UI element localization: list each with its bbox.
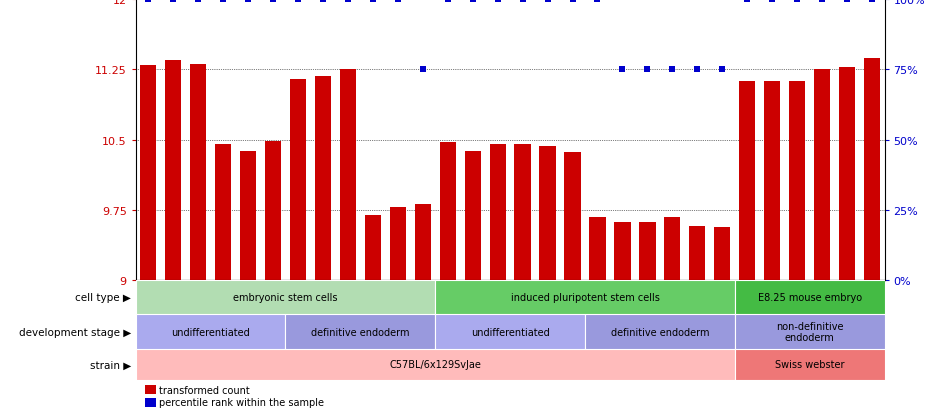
Text: non-definitive
endoderm: non-definitive endoderm	[776, 321, 843, 342]
Text: undifferentiated: undifferentiated	[471, 327, 549, 337]
Text: Swiss webster: Swiss webster	[775, 359, 844, 370]
Bar	[864, 59, 880, 280]
Bar	[789, 81, 805, 280]
Text: definitive endoderm: definitive endoderm	[311, 327, 410, 337]
Text: induced pluripotent stem cells: induced pluripotent stem cells	[510, 292, 660, 303]
Bar	[735, 280, 885, 315]
Bar	[290, 79, 306, 280]
Bar	[839, 68, 856, 280]
Bar	[136, 349, 735, 380]
Bar	[564, 152, 580, 280]
Bar	[435, 280, 735, 315]
Bar	[764, 81, 781, 280]
Text: strain ▶: strain ▶	[90, 359, 131, 370]
Text: undifferentiated: undifferentiated	[171, 327, 250, 337]
Bar	[440, 143, 456, 280]
Bar	[539, 147, 556, 280]
Text: transformed count: transformed count	[159, 385, 250, 395]
Bar	[165, 61, 182, 280]
Bar	[739, 81, 755, 280]
Bar	[590, 218, 606, 280]
Text: E8.25 mouse embryo: E8.25 mouse embryo	[757, 292, 862, 303]
Bar	[265, 142, 281, 280]
Bar	[136, 315, 285, 349]
Text: development stage ▶: development stage ▶	[19, 327, 131, 337]
Bar	[136, 280, 435, 315]
Bar	[735, 315, 885, 349]
Bar	[314, 77, 331, 280]
Bar	[285, 315, 435, 349]
Bar	[389, 207, 406, 280]
Bar	[215, 145, 231, 280]
Bar	[490, 145, 505, 280]
Bar	[639, 223, 655, 280]
Text: percentile rank within the sample: percentile rank within the sample	[159, 397, 324, 407]
Text: cell type ▶: cell type ▶	[75, 292, 131, 303]
Bar	[515, 145, 531, 280]
Text: C57BL/6x129SvJae: C57BL/6x129SvJae	[389, 359, 481, 370]
Bar	[340, 70, 356, 280]
Text: embryonic stem cells: embryonic stem cells	[233, 292, 338, 303]
Bar	[614, 223, 631, 280]
Bar	[365, 215, 381, 280]
Bar	[735, 349, 885, 380]
Bar	[665, 218, 680, 280]
Bar	[190, 64, 206, 280]
Bar	[415, 205, 431, 280]
Text: definitive endoderm: definitive endoderm	[610, 327, 709, 337]
Bar	[464, 152, 481, 280]
Bar	[814, 70, 830, 280]
Bar	[140, 65, 156, 280]
Bar	[240, 152, 256, 280]
Bar	[714, 227, 730, 280]
Bar	[435, 315, 585, 349]
Bar	[689, 226, 706, 280]
Bar	[585, 315, 735, 349]
